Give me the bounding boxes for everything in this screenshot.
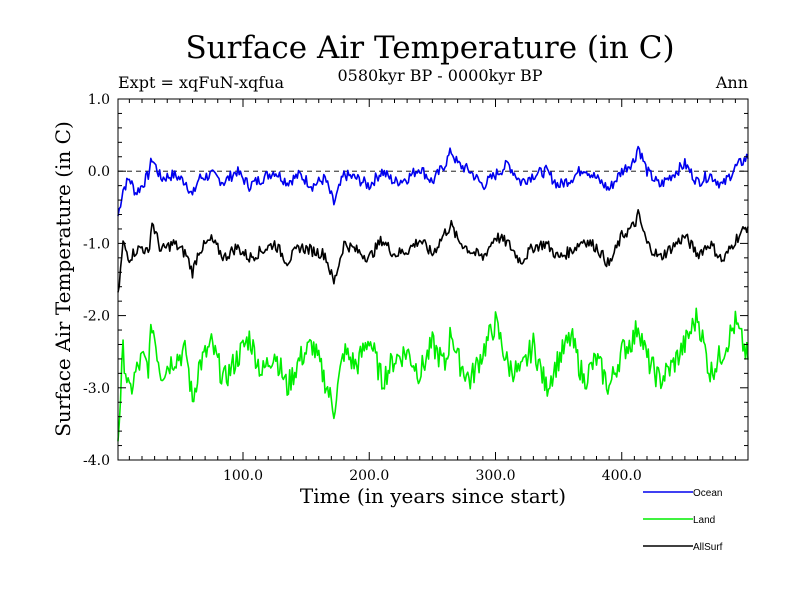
x-axis-label: Time (in years since start) (300, 484, 566, 508)
legend: Ocean Land AllSurf (643, 488, 723, 553)
y-tick-label: -4.0 (83, 453, 110, 469)
y-tick-label: 0.0 (88, 164, 110, 180)
series-line-land (117, 307, 749, 442)
plot-frame (117, 98, 749, 461)
axis-ticks: 100.0 200.0 300.0 400.0 1.0 0.0 -1.0 -2.0 -3.0 -4… (83, 92, 748, 484)
x-tick-label: 100.0 (223, 468, 263, 484)
y-axis-label: Surface Air Temperature (in C) (51, 121, 75, 437)
y-tick-label: 1.0 (88, 92, 110, 108)
plot-area (117, 98, 749, 461)
series-line-allsurf (117, 208, 749, 293)
x-tick-label: 300.0 (475, 468, 515, 484)
chart-title: Surface Air Temperature (in C) (185, 30, 674, 66)
series-line-ocean (117, 145, 749, 217)
legend-label-land: Land (693, 515, 715, 526)
time-range-label: 0580kyr BP - 0000kyr BP (338, 66, 543, 85)
x-tick-label: 200.0 (349, 468, 389, 484)
y-tick-label: -1.0 (83, 236, 110, 252)
y-tick-label: -2.0 (83, 309, 110, 325)
legend-label-allsurf: AllSurf (693, 542, 723, 553)
y-tick-label: -3.0 (83, 381, 110, 397)
x-tick-label: 400.0 (602, 468, 642, 484)
experiment-label: Expt = xqFuN-xqfua (118, 73, 285, 92)
season-label: Ann (715, 73, 748, 92)
legend-label-ocean: Ocean (693, 488, 722, 499)
